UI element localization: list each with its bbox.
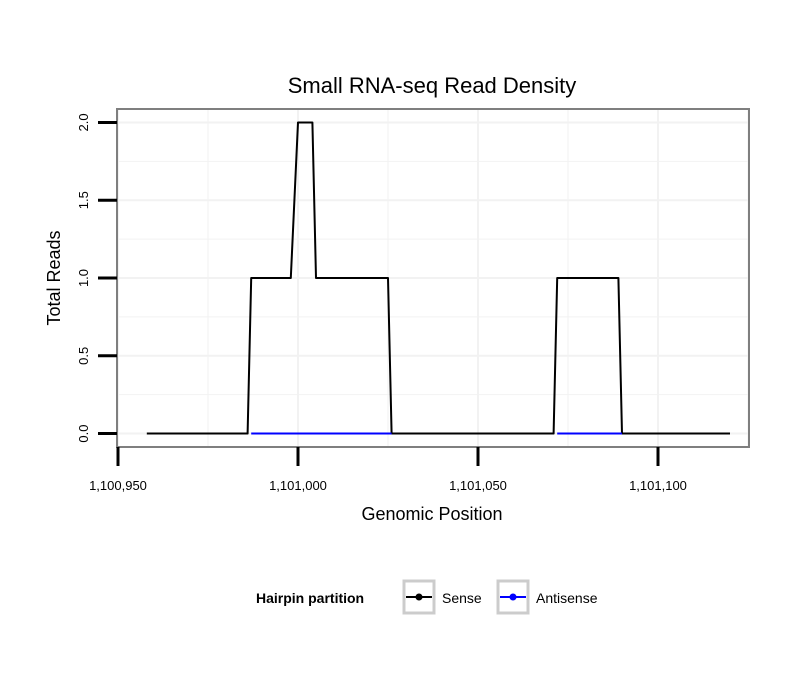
legend-label-antisense: Antisense — [536, 590, 598, 606]
x-tick-label-1101050: 1,101,050 — [449, 478, 507, 493]
chart-title: Small RNA-seq Read Density — [288, 73, 577, 98]
x-tick-label-1101100: 1,101,100 — [629, 478, 687, 493]
y-tick-label-0-5: 0.5 — [76, 347, 91, 365]
x-axis-title: Genomic Position — [361, 504, 502, 524]
legend-label-sense: Sense — [442, 590, 482, 606]
y-tick-label-1: 1.0 — [76, 269, 91, 287]
legend: Hairpin partition Sense Antisense — [256, 579, 598, 615]
series-line-sense — [146, 121, 730, 435]
legend-key-point-antisense — [509, 593, 517, 601]
x-axis: 1,100,950 1,101,000 1,101,050 1,101,100 — [89, 447, 687, 493]
series-layer — [146, 121, 730, 435]
grid — [117, 110, 749, 446]
y-tick-label-1-5: 1.5 — [76, 191, 91, 209]
x-tick-label-1100950: 1,100,950 — [89, 478, 147, 493]
legend-key-point-sense — [415, 593, 423, 601]
legend-item-sense: Sense — [402, 579, 482, 615]
legend-title: Hairpin partition — [256, 590, 364, 606]
legend-item-antisense: Antisense — [496, 579, 598, 615]
x-tick-label-1101000: 1,101,000 — [269, 478, 327, 493]
y-axis: 0.0 0.5 1.0 1.5 2.0 — [76, 113, 117, 443]
y-tick-label-0: 0.0 — [76, 425, 91, 443]
y-axis-title: Total Reads — [44, 230, 64, 325]
y-tick-label-2: 2.0 — [76, 113, 91, 131]
